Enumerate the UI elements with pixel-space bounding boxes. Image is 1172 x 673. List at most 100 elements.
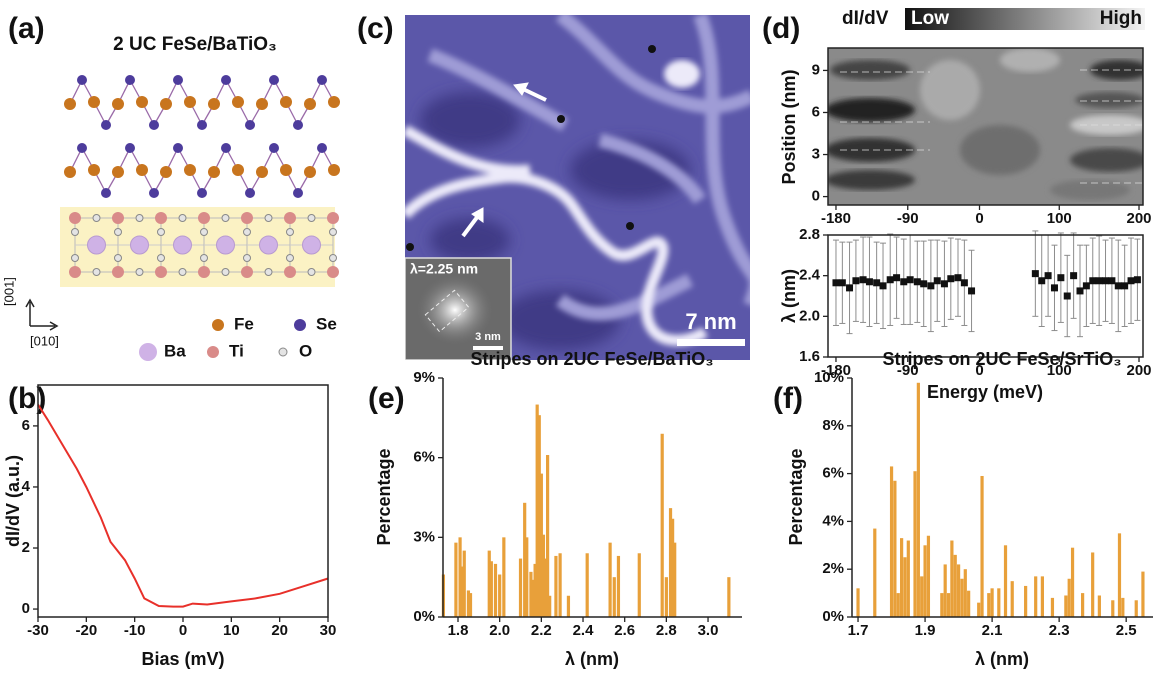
plot-frame bbox=[827, 47, 1144, 206]
bar bbox=[727, 577, 731, 617]
x-tick-label: 20 bbox=[271, 622, 288, 639]
bar bbox=[535, 404, 539, 617]
colorbar-label: Low bbox=[911, 8, 949, 29]
atom bbox=[88, 96, 100, 108]
y-tick-label: 9% bbox=[413, 369, 435, 386]
atom bbox=[221, 268, 230, 276]
data-point bbox=[879, 282, 887, 290]
bar bbox=[960, 578, 964, 617]
bar bbox=[454, 542, 458, 617]
y-tick-label: 6% bbox=[413, 449, 435, 466]
data-point bbox=[940, 280, 948, 288]
data-point bbox=[920, 280, 928, 288]
map-feature bbox=[960, 125, 1040, 175]
bar bbox=[926, 535, 931, 617]
legend-marker bbox=[139, 343, 157, 361]
atom bbox=[293, 120, 303, 130]
atom bbox=[241, 266, 253, 278]
bar bbox=[1081, 593, 1085, 617]
atom bbox=[241, 212, 253, 224]
x-tick-label: -90 bbox=[897, 210, 919, 227]
atom bbox=[136, 96, 148, 108]
atom bbox=[280, 96, 292, 108]
data-point bbox=[927, 282, 935, 290]
map-feature bbox=[830, 60, 910, 80]
map-feature bbox=[828, 170, 915, 190]
x-tick-label: -180 bbox=[821, 210, 851, 227]
data-point bbox=[1127, 277, 1135, 285]
bar bbox=[889, 466, 894, 617]
atom bbox=[317, 75, 327, 85]
y-axis-label: dI/dV (a.u.) bbox=[3, 455, 23, 547]
atom bbox=[173, 235, 192, 255]
x-tick-label: -90 bbox=[897, 362, 919, 379]
x-tick-label: 30 bbox=[320, 622, 337, 639]
atom bbox=[178, 268, 187, 276]
y-tick-label: 2 bbox=[22, 539, 30, 556]
legend-marker bbox=[278, 347, 288, 357]
y-tick-label: 2.0 bbox=[799, 307, 820, 324]
atom bbox=[304, 98, 316, 110]
x-tick-label: -180 bbox=[821, 362, 851, 379]
bar bbox=[1091, 552, 1095, 617]
bar bbox=[502, 537, 506, 617]
bar bbox=[1121, 597, 1125, 617]
y-tick-label: 8% bbox=[822, 417, 844, 434]
atom bbox=[149, 188, 159, 198]
bar bbox=[900, 538, 904, 617]
bar bbox=[554, 555, 558, 617]
atom bbox=[286, 254, 294, 262]
y-tick-label: 9 bbox=[812, 61, 820, 78]
atom bbox=[329, 228, 337, 236]
atom bbox=[307, 214, 316, 222]
bar bbox=[539, 473, 543, 617]
bar bbox=[1024, 585, 1028, 617]
atom bbox=[317, 143, 327, 153]
atom bbox=[155, 266, 167, 278]
data-point bbox=[1038, 277, 1046, 285]
atom bbox=[243, 254, 251, 262]
bar bbox=[487, 550, 491, 617]
atom bbox=[64, 98, 76, 110]
data-point bbox=[1082, 282, 1090, 290]
legend-marker bbox=[294, 319, 306, 331]
panel-label: (a) bbox=[8, 12, 45, 45]
y-tick-label: 1.6 bbox=[799, 348, 820, 365]
x-tick-label: 2.1 bbox=[982, 622, 1003, 639]
legend-marker bbox=[212, 319, 224, 331]
bar bbox=[493, 563, 498, 617]
data-point bbox=[1031, 270, 1039, 278]
data-point bbox=[852, 277, 860, 285]
bar bbox=[466, 590, 471, 617]
x-tick-label: 3.0 bbox=[698, 622, 719, 639]
atom bbox=[149, 120, 159, 130]
y-tick-label: 3 bbox=[812, 146, 820, 163]
data-point bbox=[832, 279, 840, 287]
atom bbox=[221, 214, 230, 222]
y-tick-label: 0 bbox=[22, 600, 30, 617]
atom bbox=[112, 166, 124, 178]
bar bbox=[903, 557, 907, 617]
data-point bbox=[1076, 287, 1084, 295]
atom bbox=[200, 254, 208, 262]
colorbar bbox=[905, 8, 1145, 30]
atom bbox=[101, 120, 111, 130]
atom bbox=[197, 188, 207, 198]
panel-label: (e) bbox=[368, 382, 405, 415]
x-tick-label: 2.5 bbox=[1116, 622, 1137, 639]
bar bbox=[920, 576, 924, 617]
bar bbox=[668, 508, 673, 617]
bar bbox=[460, 566, 464, 617]
bar bbox=[940, 593, 944, 617]
atom bbox=[92, 214, 101, 222]
y-tick-label: 2% bbox=[822, 560, 844, 577]
bar bbox=[537, 415, 541, 617]
data-point bbox=[873, 279, 881, 287]
data-point bbox=[900, 278, 908, 286]
atom bbox=[88, 164, 100, 176]
atom bbox=[293, 188, 303, 198]
legend-label: O bbox=[299, 341, 312, 360]
x-tick-label: 2.3 bbox=[1049, 622, 1070, 639]
atom bbox=[184, 164, 196, 176]
atom bbox=[112, 266, 124, 278]
